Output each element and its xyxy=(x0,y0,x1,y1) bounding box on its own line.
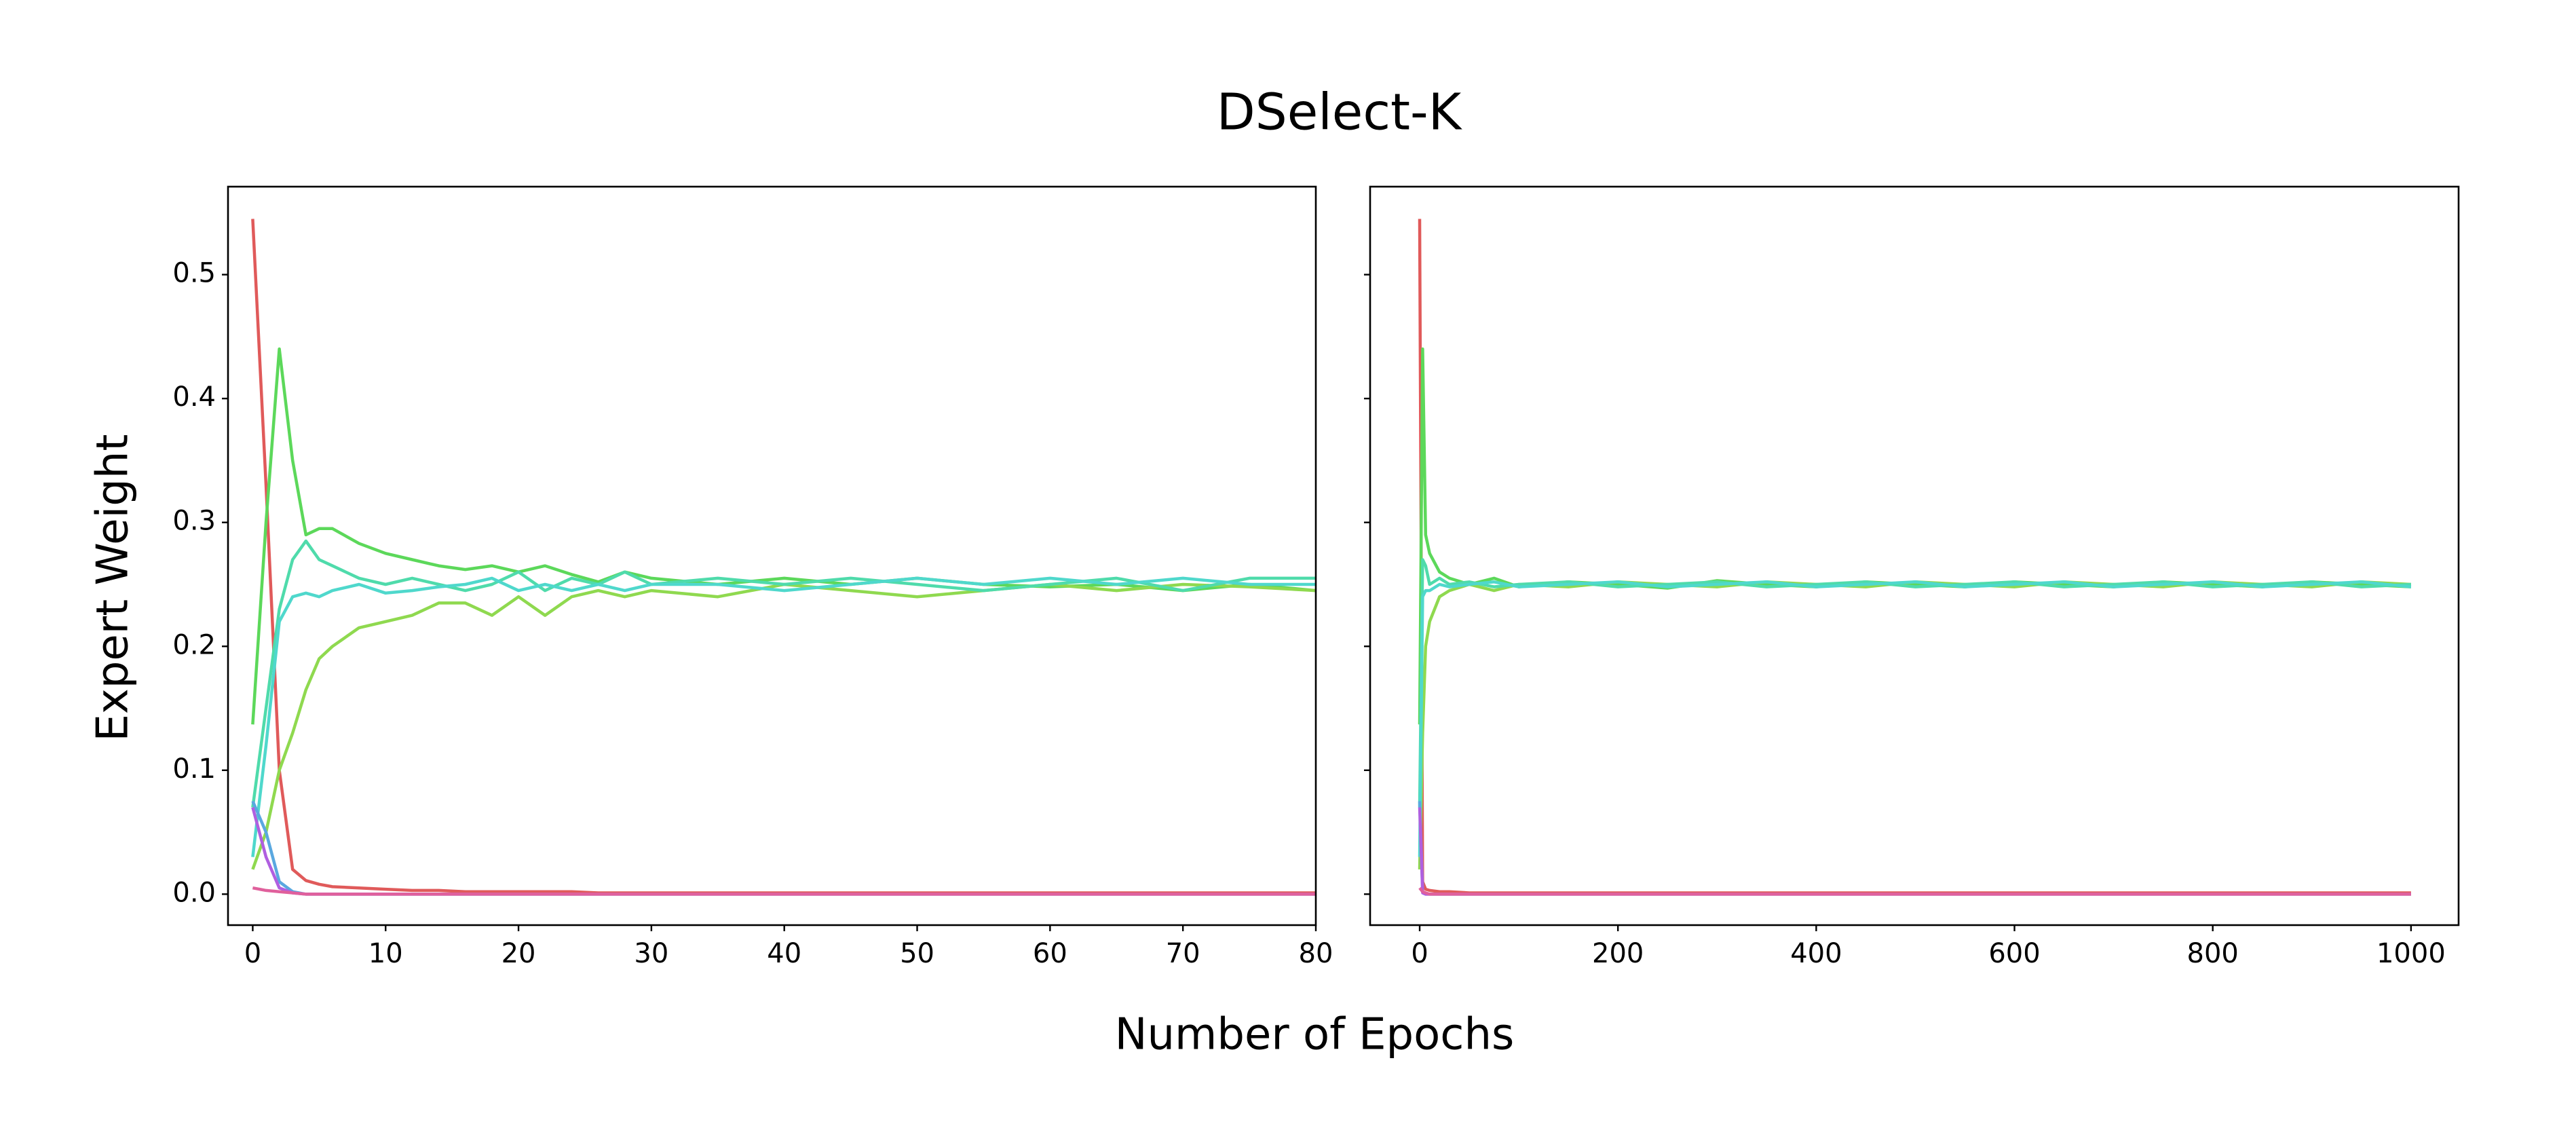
x-tick-label: 30 xyxy=(634,938,668,969)
x-tick-label: 0 xyxy=(244,938,261,969)
x-tick-label: 70 xyxy=(1166,938,1200,969)
series-line xyxy=(1418,558,2412,808)
series-line xyxy=(251,807,1316,896)
y-axis-label: Expert Weight xyxy=(88,434,138,741)
series-line xyxy=(251,800,1316,896)
x-tick-label: 0 xyxy=(1411,938,1428,969)
y-tick-label: 0.0 xyxy=(172,877,216,908)
y-tick-label: 0.4 xyxy=(172,381,216,413)
series-line xyxy=(1418,347,2412,725)
series-line xyxy=(251,539,1316,808)
x-tick-label: 80 xyxy=(1299,938,1333,969)
x-tick-label: 800 xyxy=(2187,938,2239,969)
plot-frame xyxy=(227,185,1317,926)
y-tick-label: 0.2 xyxy=(172,629,216,660)
x-tick-label: 400 xyxy=(1790,938,1842,969)
x-axis-label: Number of Epochs xyxy=(1115,1010,1515,1060)
series-line xyxy=(251,219,1316,895)
series-line xyxy=(251,582,1317,870)
series-line xyxy=(252,886,1316,896)
series-line xyxy=(1418,580,2412,857)
x-tick-label: 40 xyxy=(767,938,801,969)
series-line xyxy=(251,576,1316,857)
y-tick-label: 0.3 xyxy=(172,506,216,537)
x-tick-label: 20 xyxy=(501,938,536,969)
x-tick-label: 200 xyxy=(1592,938,1644,969)
plot-frame xyxy=(1369,185,2460,926)
series-line xyxy=(1418,219,2411,895)
y-tick-label: 0.1 xyxy=(172,753,216,785)
x-tick-label: 50 xyxy=(900,938,934,969)
x-tick-label: 600 xyxy=(1988,938,2040,969)
series-line xyxy=(1418,580,2412,869)
x-tick-label: 1000 xyxy=(2376,938,2446,969)
y-tick-label: 0.5 xyxy=(172,258,216,289)
series-line xyxy=(1418,886,2411,896)
x-tick-label: 60 xyxy=(1033,938,1067,969)
series-line xyxy=(251,347,1317,725)
series-line xyxy=(1418,807,2411,896)
chart-title: DSelect-K xyxy=(1217,83,1463,142)
series-line xyxy=(1418,801,2411,896)
x-tick-label: 10 xyxy=(368,938,403,969)
